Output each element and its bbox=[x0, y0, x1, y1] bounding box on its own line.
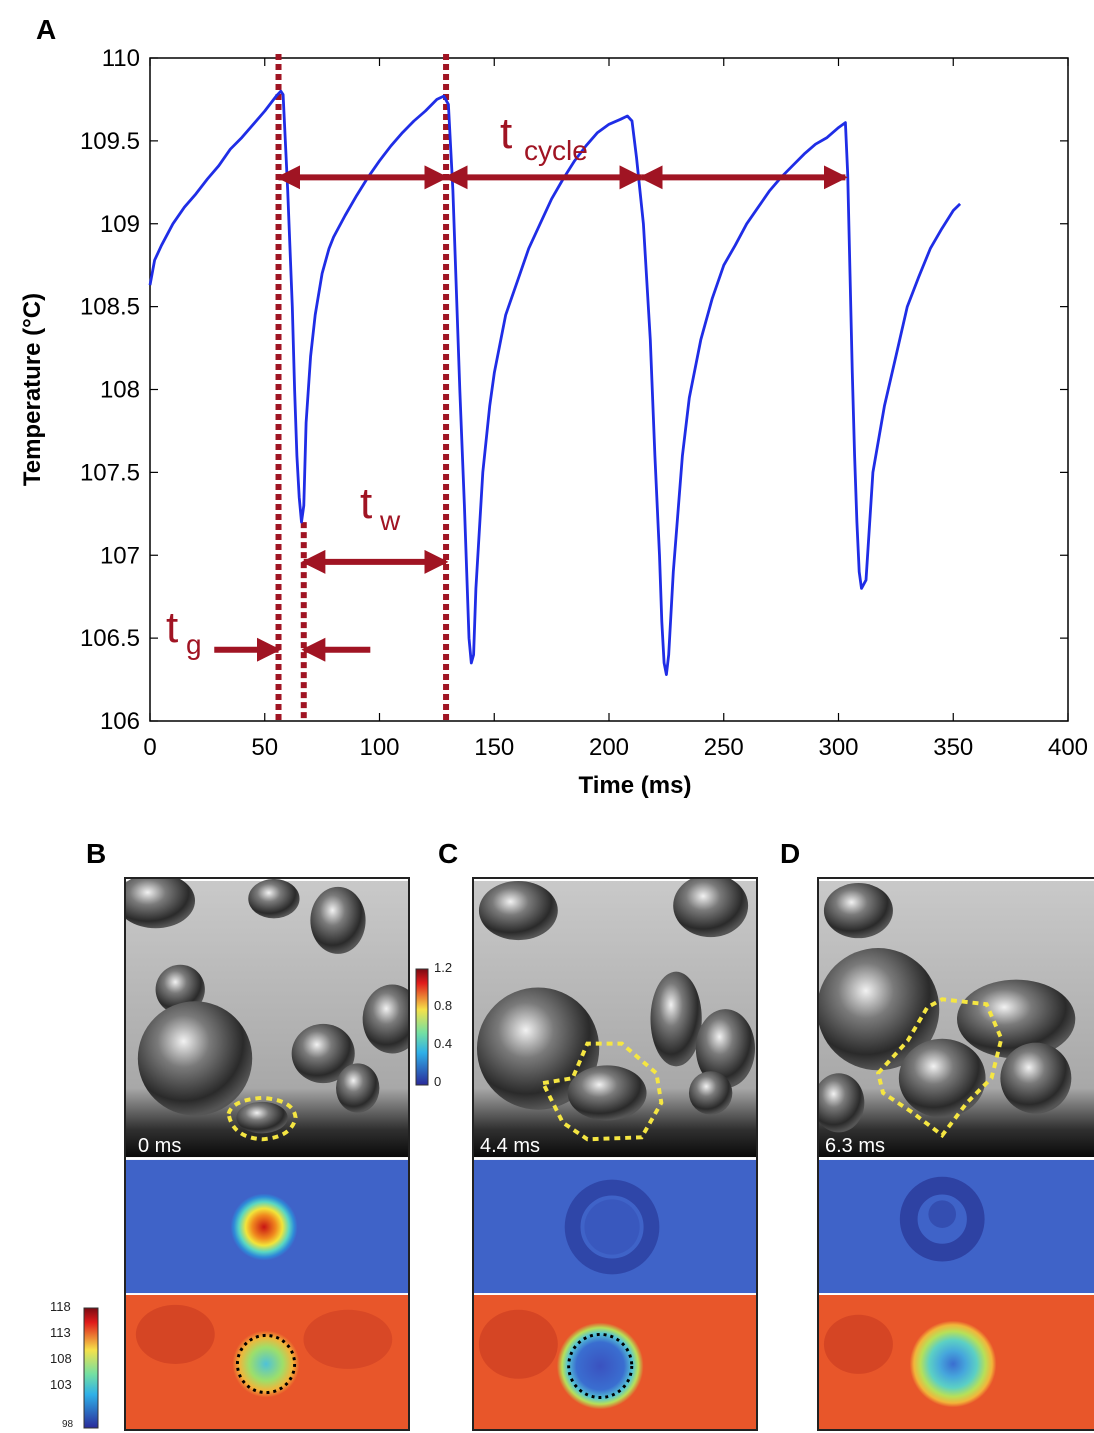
x-tick-label: 0 bbox=[143, 734, 156, 761]
temp-tick-label: 118 bbox=[50, 1299, 71, 1314]
time-label-b: 0 ms bbox=[138, 1135, 182, 1157]
annotation-label: t bbox=[500, 109, 512, 158]
image-panel-c: 4.4 ms bbox=[472, 877, 758, 1431]
ratio-tick-label: 1.2 bbox=[434, 960, 453, 975]
bubble-photo bbox=[819, 881, 1094, 1157]
series-line bbox=[148, 89, 962, 676]
bubble-photo bbox=[126, 879, 408, 1158]
panel-letter-c: C bbox=[438, 838, 459, 869]
y-tick-label: 106 bbox=[100, 708, 140, 735]
panel-letter-a: A bbox=[36, 14, 57, 45]
y-axis-label: Temperature (°C) bbox=[19, 293, 46, 486]
temp-tick-label: 113 bbox=[50, 1325, 71, 1340]
y-tick-label: 109 bbox=[100, 211, 140, 238]
temperature-chart: 0 50 100 150 200 250 300 350 400 106 106.5 107 107.5… bbox=[19, 45, 1088, 799]
temperature-colorbar bbox=[83, 1307, 99, 1429]
x-tick-label: 100 bbox=[359, 734, 399, 761]
time-label-c: 4.4 ms bbox=[480, 1135, 541, 1157]
x-tick-label: 300 bbox=[818, 734, 858, 761]
y-tick-label: 108 bbox=[100, 377, 140, 404]
plot-frame bbox=[149, 57, 1069, 722]
y-tick-label: 106.5 bbox=[80, 625, 140, 652]
ratio-heatmap bbox=[474, 1159, 756, 1294]
panel-letter-d: D bbox=[780, 838, 801, 869]
ratio-tick-label: 0 bbox=[434, 1074, 442, 1089]
x-tick-label: 350 bbox=[933, 734, 973, 761]
x-tick-label: 150 bbox=[474, 734, 514, 761]
annotation-label: t bbox=[360, 479, 372, 528]
x-axis-label: Time (ms) bbox=[579, 772, 692, 799]
ratio-colorbar bbox=[415, 968, 429, 1086]
ratio-heatmap bbox=[819, 1159, 1094, 1294]
y-tick-label: 107.5 bbox=[80, 459, 140, 486]
y-tick-label: 107 bbox=[100, 542, 140, 569]
x-tick-label: 400 bbox=[1048, 734, 1088, 761]
y-tick-label: 109.5 bbox=[80, 128, 140, 155]
time-label-d: 6.3 ms bbox=[825, 1135, 886, 1157]
annotation-label: t bbox=[166, 603, 178, 652]
annotation-subscript: g bbox=[186, 629, 202, 660]
y-tick-label: 110 bbox=[102, 45, 140, 72]
bubble-photo bbox=[474, 879, 756, 1158]
temp-tick-label: 98 bbox=[62, 1419, 74, 1430]
panel-letter-b: B bbox=[86, 838, 107, 869]
x-tick-label: 200 bbox=[589, 734, 629, 761]
x-tick-label: 50 bbox=[251, 734, 278, 761]
ratio-tick-label: 0.4 bbox=[434, 1036, 453, 1051]
x-tick-label: 250 bbox=[704, 734, 744, 761]
image-panel-d: 6.3 ms bbox=[817, 877, 1094, 1431]
temp-tick-label: 108 bbox=[50, 1351, 72, 1366]
ratio-tick-label: 0.8 bbox=[434, 998, 453, 1013]
temperature-heatmap bbox=[126, 1294, 408, 1429]
temp-tick-label: 103 bbox=[50, 1377, 72, 1392]
y-tick-label: 108.5 bbox=[80, 294, 140, 321]
temperature-heatmap bbox=[819, 1294, 1094, 1429]
annotation-subscript: cycle bbox=[524, 135, 588, 166]
temperature-heatmap bbox=[474, 1294, 756, 1429]
image-panel-b: 0 ms bbox=[124, 877, 410, 1431]
annotation-subscript: w bbox=[379, 505, 401, 536]
ratio-heatmap bbox=[126, 1159, 408, 1294]
